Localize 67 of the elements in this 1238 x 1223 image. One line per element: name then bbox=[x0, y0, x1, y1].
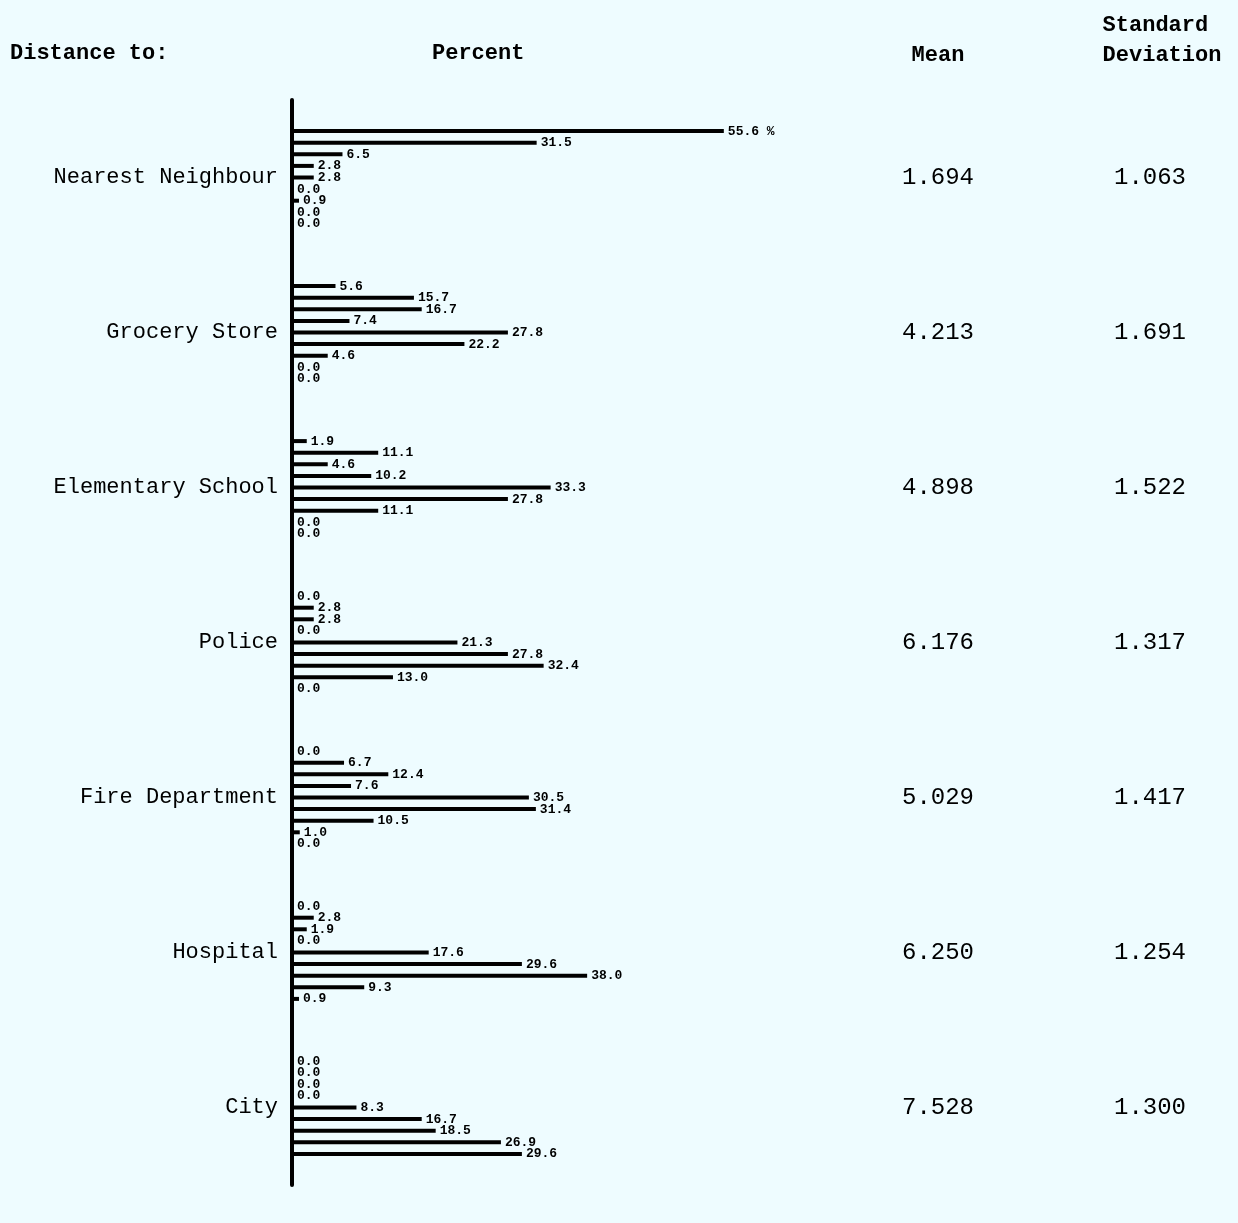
y-tick-label: Police bbox=[198, 630, 278, 655]
data-label: 29.6 bbox=[525, 956, 558, 972]
data-label: 4.6 bbox=[331, 348, 356, 364]
data-label: 10.2 bbox=[375, 468, 407, 484]
text: 4.898 bbox=[901, 474, 975, 501]
data-label: 6.5 bbox=[346, 146, 371, 162]
text: 1.300 bbox=[1113, 1094, 1187, 1121]
data-label: 22.2 bbox=[468, 336, 500, 352]
data-label: 38.0 bbox=[591, 968, 623, 984]
data-label: 1.9 bbox=[310, 433, 335, 449]
text: 7.528 bbox=[901, 1094, 975, 1121]
data-label: 17.6 bbox=[432, 945, 465, 960]
text: Standard Deviation bbox=[1102, 12, 1222, 68]
data-label: 0.0 bbox=[297, 836, 321, 852]
data-label: 0.9 bbox=[302, 991, 327, 1007]
text: 5.029 bbox=[901, 784, 975, 811]
data-label: 6.7 bbox=[348, 755, 372, 771]
text: 4.213 bbox=[901, 319, 975, 346]
data-label: 12.4 bbox=[392, 766, 424, 782]
data-label: 0.0 bbox=[297, 371, 321, 387]
data-label: 10.5 bbox=[377, 813, 409, 829]
text: 1.417 bbox=[1113, 784, 1187, 811]
text: 1.694 bbox=[901, 164, 975, 191]
text: 6.176 bbox=[901, 629, 975, 656]
data-label: 0.0 bbox=[297, 216, 321, 232]
y-tick-label: City bbox=[225, 1095, 278, 1120]
text: 6.250 bbox=[901, 939, 975, 966]
data-label: 11.1 bbox=[382, 503, 414, 519]
data-label: 9.3 bbox=[368, 979, 392, 995]
y-axis-title: Distance to: bbox=[10, 40, 169, 66]
data-label: 5.6 bbox=[339, 278, 364, 294]
data-label: 0.0 bbox=[297, 1088, 321, 1104]
y-tick-label: Hospital bbox=[172, 940, 278, 965]
data-label: 29.6 bbox=[525, 1146, 558, 1162]
text: 1.317 bbox=[1113, 629, 1187, 656]
y-tick-label: Fire Department bbox=[79, 785, 278, 810]
data-label: 2.8 bbox=[317, 170, 342, 185]
data-label: 0.0 bbox=[297, 933, 321, 949]
data-label: 27.8 bbox=[511, 325, 544, 340]
y-tick-label: Grocery Store bbox=[106, 320, 278, 345]
data-label: 0.0 bbox=[297, 681, 321, 697]
data-label: 11.1 bbox=[382, 445, 414, 461]
data-label: 31.5 bbox=[540, 135, 573, 151]
data-label: 0.0 bbox=[297, 623, 321, 639]
data-label: 13.0 bbox=[396, 669, 429, 685]
y-tick-label: Elementary School bbox=[53, 475, 278, 500]
data-label: 27.8 bbox=[511, 491, 544, 507]
data-label: 7.6 bbox=[355, 778, 379, 794]
text: 1.691 bbox=[1113, 319, 1187, 346]
data-label: 55.6 % bbox=[727, 123, 775, 139]
data-label: 8.3 bbox=[360, 1100, 385, 1115]
text: Mean bbox=[911, 42, 965, 68]
data-label: 32.4 bbox=[547, 658, 580, 674]
data-label: 4.6 bbox=[331, 456, 356, 472]
data-label: 27.8 bbox=[511, 646, 544, 662]
x-axis-title: Percent bbox=[432, 40, 525, 66]
data-label: 18.5 bbox=[439, 1123, 472, 1139]
text: 1.063 bbox=[1113, 164, 1187, 191]
data-label: 21.3 bbox=[461, 635, 493, 650]
text: 1.254 bbox=[1113, 939, 1187, 966]
data-label: 16.7 bbox=[425, 301, 457, 317]
y-tick-label: Nearest Neighbour bbox=[53, 165, 278, 190]
data-label: 33.3 bbox=[554, 480, 587, 495]
data-label: 7.4 bbox=[353, 313, 378, 329]
text: 1.522 bbox=[1113, 474, 1187, 501]
data-label: 0.0 bbox=[297, 743, 321, 759]
data-label: 0.0 bbox=[297, 526, 321, 542]
